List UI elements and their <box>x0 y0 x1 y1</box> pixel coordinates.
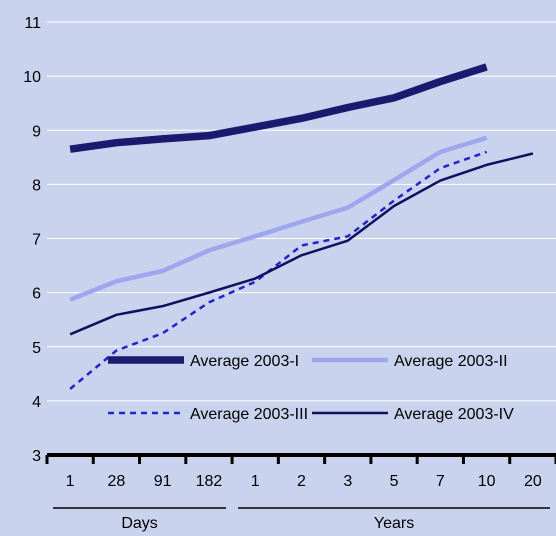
x-tick-label: 1 <box>66 473 75 490</box>
legend-label: Average 2003-III <box>190 406 308 423</box>
y-tick-label: 11 <box>24 15 41 32</box>
series-line <box>69 135 488 302</box>
series-line <box>69 63 488 153</box>
x-tick-label: 3 <box>343 473 352 490</box>
group-label: Days <box>121 515 157 532</box>
gridlines <box>47 21 556 402</box>
y-tick-label: 5 <box>32 340 41 357</box>
y-tick-label: 7 <box>32 232 41 249</box>
group-label: Years <box>374 515 414 532</box>
x-tick-label: 20 <box>524 473 542 490</box>
x-tick-label: 7 <box>436 473 445 490</box>
y-axis-labels: 3 4 5 6 7 8 9 10 11 <box>23 15 41 465</box>
x-tick-label: 10 <box>478 473 496 490</box>
y-tick-label: 8 <box>32 177 41 194</box>
legend: Average 2003-I Average 2003-II Average 200… <box>108 353 514 423</box>
y-tick-label: 3 <box>32 448 41 465</box>
x-axis: 1 28 91 182 1 2 3 5 7 10 20 Days Years <box>45 453 556 532</box>
legend-label: Average 2003-II <box>394 353 508 370</box>
legend-label: Average 2003-IV <box>394 406 514 423</box>
y-tick-label: 4 <box>32 394 41 411</box>
x-tick-label: 5 <box>390 473 399 490</box>
series-line <box>69 152 534 336</box>
x-tick-label: 1 <box>251 473 260 490</box>
y-tick-label: 10 <box>23 69 41 86</box>
y-tick-label: 6 <box>32 286 41 303</box>
x-tick-label: 91 <box>154 473 172 490</box>
y-tick-label: 9 <box>32 123 41 140</box>
legend-label: Average 2003-I <box>190 353 299 370</box>
series-lines <box>69 63 534 390</box>
x-tick-label: 182 <box>196 473 223 490</box>
x-tick-label: 28 <box>108 473 126 490</box>
series-line <box>69 150 488 390</box>
x-tick-label: 2 <box>297 473 306 490</box>
